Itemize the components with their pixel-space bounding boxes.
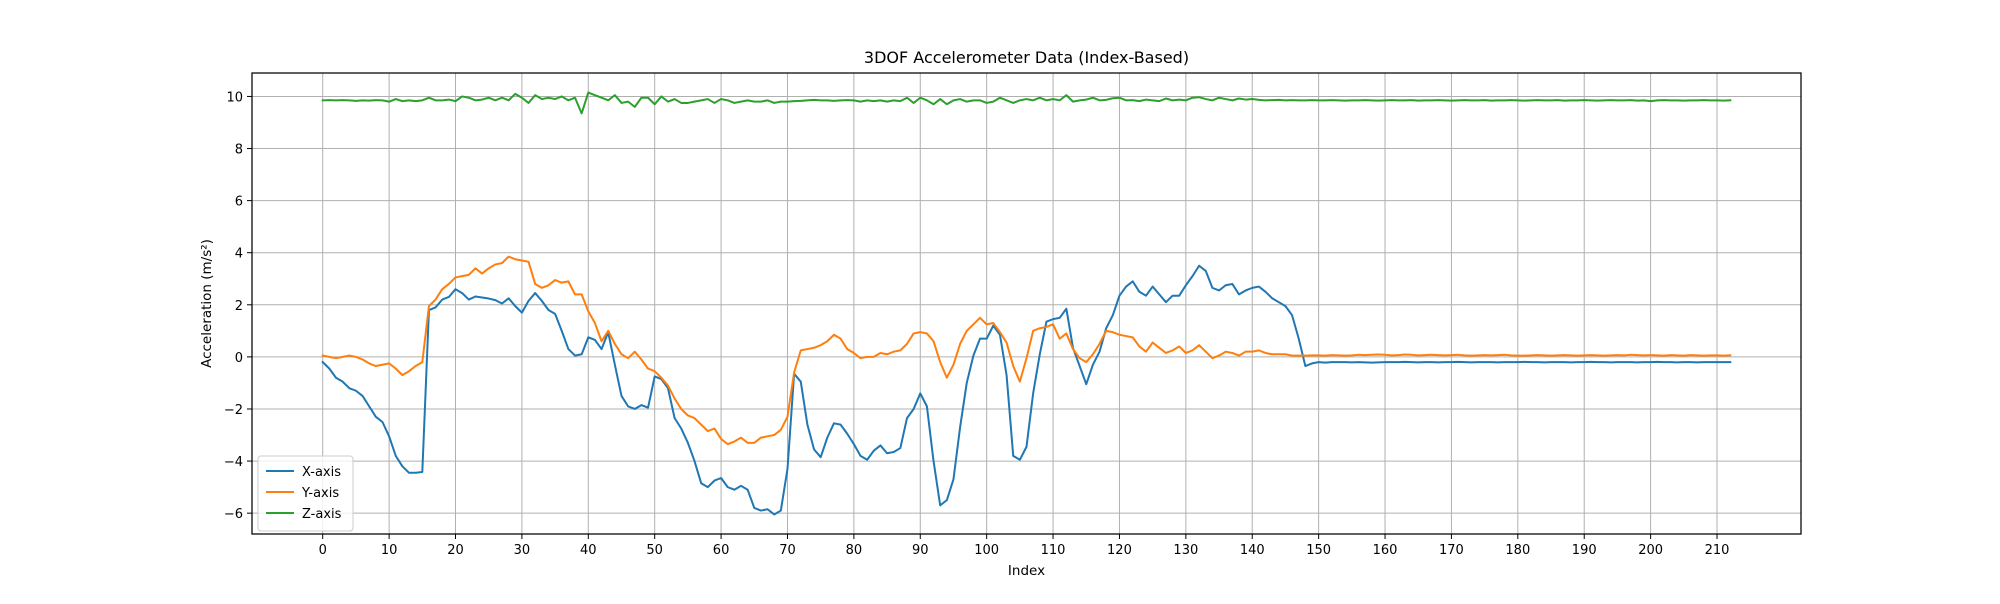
chart-title: 3DOF Accelerometer Data (Index-Based)	[864, 48, 1189, 67]
series-line-z-axis	[321, 91, 1732, 115]
x-tick-label: 130	[1173, 543, 1198, 558]
x-tick-label: 160	[1373, 543, 1398, 558]
x-tick-label: 190	[1572, 543, 1597, 558]
y-tick-label: 4	[235, 247, 243, 262]
x-tick-label: 90	[912, 543, 929, 558]
y-tick-label: 0	[235, 351, 243, 366]
y-axis-label: Acceleration (m/s²)	[199, 239, 215, 368]
x-axis-label: Index	[1008, 563, 1045, 579]
legend-label: Y-axis	[301, 486, 339, 501]
x-tick-label: 40	[580, 543, 597, 558]
x-tick-label: 180	[1505, 543, 1530, 558]
x-tick-label: 10	[381, 543, 398, 558]
x-tick-label: 30	[514, 543, 531, 558]
x-tick-label: 100	[974, 543, 999, 558]
series-lines	[321, 91, 1732, 516]
legend: X-axis Y-axis Z-axis	[257, 455, 354, 532]
y-tick-label: 2	[235, 299, 243, 314]
x-tick-label: 140	[1240, 543, 1265, 558]
series-line-x-axis	[321, 264, 1732, 516]
x-tick-label: 210	[1705, 543, 1730, 558]
x-tick-label: 200	[1638, 543, 1663, 558]
x-tick-label: 110	[1041, 543, 1066, 558]
x-tick-label: 70	[779, 543, 796, 558]
x-tick-label: 120	[1107, 543, 1132, 558]
legend-label: Z-axis	[302, 507, 342, 522]
series-line-y-axis	[321, 255, 1732, 446]
x-tick-label: 50	[646, 543, 663, 558]
axis-ticks: 0 10 20 30 40 50 60 70 80 90 100 110 120 130 140 150 160…	[224, 90, 1730, 558]
y-tick-label: −2	[224, 403, 243, 418]
grid-lines	[252, 73, 1801, 534]
y-tick-label: 10	[226, 90, 243, 105]
y-tick-label: 6	[235, 195, 243, 210]
x-tick-label: 0	[319, 543, 327, 558]
x-tick-label: 150	[1306, 543, 1331, 558]
plot-frame	[251, 72, 1802, 535]
x-tick-label: 60	[713, 543, 730, 558]
x-tick-label: 170	[1439, 543, 1464, 558]
legend-label: X-axis	[302, 465, 341, 480]
x-tick-label: 20	[447, 543, 464, 558]
y-tick-label: 8	[235, 143, 243, 158]
y-tick-label: −4	[224, 455, 243, 470]
x-tick-label: 80	[846, 543, 863, 558]
y-tick-label: −6	[224, 507, 243, 522]
